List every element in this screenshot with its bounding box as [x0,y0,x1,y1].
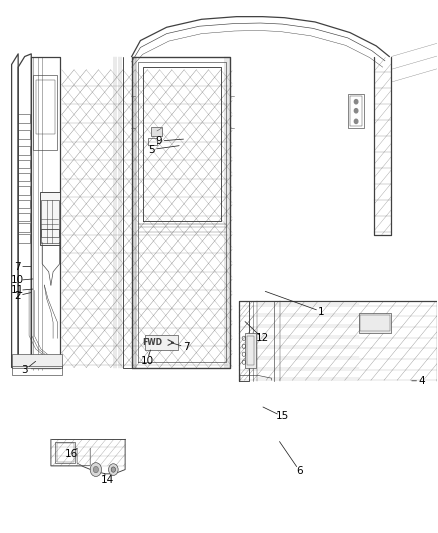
Bar [350,96,362,126]
Bar [18,160,30,168]
Bar [35,80,55,134]
Circle shape [111,467,116,472]
Bar [18,131,30,139]
Bar [359,313,392,333]
Bar [148,139,157,146]
Text: 7: 7 [183,342,190,352]
Circle shape [354,109,358,113]
Text: 9: 9 [155,136,162,146]
Bar [360,316,390,332]
Bar [18,199,30,208]
Bar [57,443,74,462]
Bar [18,223,30,232]
Bar [145,335,177,351]
Text: 1: 1 [318,306,325,317]
Bar [41,200,59,237]
Text: 3: 3 [21,365,28,375]
Bar [12,366,62,375]
Circle shape [93,466,99,473]
Circle shape [109,464,118,475]
Text: 10: 10 [11,276,24,285]
Bar [41,229,59,243]
Bar [18,234,30,243]
Bar [247,336,254,365]
Text: 4: 4 [419,376,425,386]
Circle shape [354,119,358,124]
Text: 6: 6 [297,466,303,476]
Bar [18,213,30,221]
Text: 15: 15 [276,411,289,422]
Text: FWD: FWD [143,338,162,347]
Bar [33,75,57,150]
Text: 14: 14 [101,475,114,485]
Bar [55,442,75,463]
Bar [348,94,364,128]
Text: 10: 10 [141,356,154,366]
Bar [12,354,62,368]
Bar [40,192,60,245]
Circle shape [354,100,358,104]
Text: 2: 2 [14,290,21,301]
Bar [18,173,30,181]
Text: 12: 12 [256,333,269,343]
Bar [18,147,30,155]
Bar [18,115,30,123]
Bar [151,127,162,136]
Text: 11: 11 [11,286,24,295]
Circle shape [90,463,102,477]
Text: 5: 5 [148,144,155,155]
Bar [245,333,256,368]
Text: 16: 16 [65,449,78,458]
Bar [18,186,30,195]
Text: 7: 7 [14,262,21,271]
